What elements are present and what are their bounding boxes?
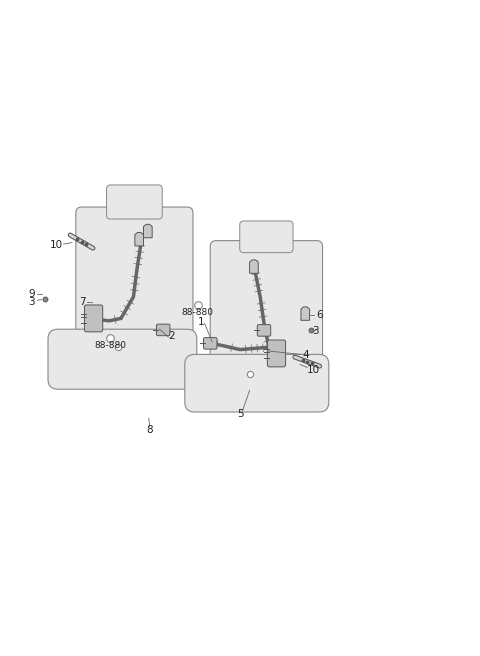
Text: 6: 6: [316, 310, 323, 319]
Polygon shape: [135, 232, 144, 246]
FancyBboxPatch shape: [107, 185, 162, 219]
Text: 2: 2: [168, 331, 175, 341]
FancyBboxPatch shape: [48, 329, 197, 389]
Text: 4: 4: [303, 350, 310, 360]
Text: 7: 7: [79, 297, 86, 306]
Text: 8: 8: [146, 425, 153, 435]
FancyBboxPatch shape: [210, 241, 323, 386]
FancyBboxPatch shape: [204, 338, 217, 349]
Text: 3: 3: [28, 297, 35, 306]
FancyBboxPatch shape: [267, 340, 286, 367]
Text: 3: 3: [312, 327, 319, 337]
Text: 10: 10: [307, 365, 320, 375]
Polygon shape: [144, 224, 152, 237]
Text: 1: 1: [198, 318, 205, 327]
Text: 9: 9: [28, 289, 35, 299]
Polygon shape: [301, 307, 310, 320]
Text: 10: 10: [50, 240, 63, 250]
FancyBboxPatch shape: [257, 325, 271, 336]
Text: 88-880: 88-880: [182, 308, 214, 318]
FancyBboxPatch shape: [84, 305, 103, 332]
FancyBboxPatch shape: [76, 207, 193, 363]
FancyBboxPatch shape: [156, 324, 170, 336]
Text: 88-880: 88-880: [95, 341, 126, 350]
Polygon shape: [250, 260, 258, 274]
FancyBboxPatch shape: [185, 354, 329, 412]
Text: 5: 5: [237, 409, 243, 419]
FancyBboxPatch shape: [240, 221, 293, 253]
